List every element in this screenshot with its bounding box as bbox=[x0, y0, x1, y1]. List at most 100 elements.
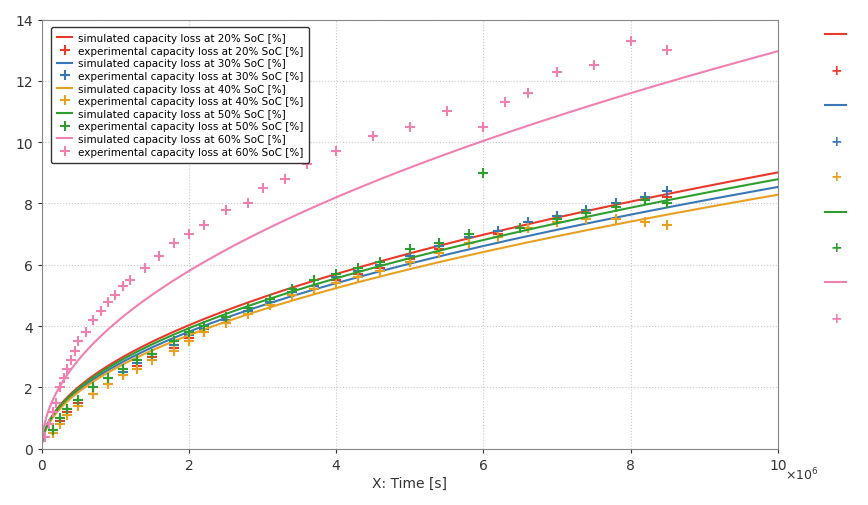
Text: +: + bbox=[830, 134, 842, 148]
experimental capacity loss at 30% SoC [%] bbox=[309, 284, 319, 290]
experimental capacity loss at 50% SoC [%] bbox=[515, 226, 525, 232]
experimental capacity loss at 40% SoC [%] bbox=[102, 382, 113, 388]
experimental capacity loss at 60% SoC [%] bbox=[102, 299, 113, 305]
experimental capacity loss at 20% SoC [%] bbox=[353, 272, 364, 278]
experimental capacity loss at 50% SoC [%] bbox=[55, 415, 65, 421]
simulated capacity loss at 50% SoC [%] bbox=[36, 443, 47, 449]
experimental capacity loss at 20% SoC [%] bbox=[662, 195, 673, 201]
experimental capacity loss at 40% SoC [%] bbox=[375, 268, 385, 274]
experimental capacity loss at 30% SoC [%] bbox=[331, 275, 341, 281]
experimental capacity loss at 20% SoC [%] bbox=[147, 354, 157, 360]
simulated capacity loss at 50% SoC [%] bbox=[375, 264, 385, 270]
experimental capacity loss at 60% SoC [%] bbox=[500, 100, 510, 106]
experimental capacity loss at 60% SoC [%] bbox=[48, 409, 58, 415]
experimental capacity loss at 60% SoC [%] bbox=[140, 265, 150, 271]
experimental capacity loss at 50% SoC [%] bbox=[265, 296, 275, 302]
experimental capacity loss at 20% SoC [%] bbox=[434, 247, 444, 253]
experimental capacity loss at 20% SoC [%] bbox=[88, 391, 98, 397]
experimental capacity loss at 20% SoC [%] bbox=[404, 256, 415, 262]
simulated capacity loss at 30% SoC [%] bbox=[752, 188, 762, 194]
experimental capacity loss at 50% SoC [%] bbox=[404, 247, 415, 253]
simulated capacity loss at 60% SoC [%] bbox=[394, 169, 404, 175]
simulated capacity loss at 50% SoC [%] bbox=[773, 177, 783, 183]
experimental capacity loss at 40% SoC [%] bbox=[199, 330, 209, 336]
Line: experimental capacity loss at 50% SoC [%]: experimental capacity loss at 50% SoC [%… bbox=[48, 169, 673, 435]
experimental capacity loss at 30% SoC [%] bbox=[242, 308, 253, 314]
experimental capacity loss at 60% SoC [%] bbox=[51, 400, 62, 406]
experimental capacity loss at 30% SoC [%] bbox=[434, 244, 444, 250]
experimental capacity loss at 60% SoC [%] bbox=[95, 308, 106, 314]
experimental capacity loss at 50% SoC [%] bbox=[552, 216, 562, 222]
experimental capacity loss at 50% SoC [%] bbox=[73, 397, 83, 403]
experimental capacity loss at 60% SoC [%] bbox=[404, 125, 415, 131]
experimental capacity loss at 60% SoC [%] bbox=[110, 293, 121, 299]
experimental capacity loss at 40% SoC [%] bbox=[404, 259, 415, 265]
experimental capacity loss at 30% SoC [%] bbox=[265, 299, 275, 305]
experimental capacity loss at 20% SoC [%] bbox=[523, 226, 533, 232]
experimental capacity loss at 30% SoC [%] bbox=[464, 235, 474, 241]
experimental capacity loss at 40% SoC [%] bbox=[662, 223, 673, 229]
experimental capacity loss at 50% SoC [%] bbox=[478, 171, 489, 177]
experimental capacity loss at 20% SoC [%] bbox=[493, 232, 503, 238]
experimental capacity loss at 60% SoC [%] bbox=[40, 434, 50, 440]
simulated capacity loss at 20% SoC [%] bbox=[36, 443, 47, 449]
simulated capacity loss at 20% SoC [%] bbox=[375, 259, 385, 265]
experimental capacity loss at 30% SoC [%] bbox=[611, 201, 621, 207]
experimental capacity loss at 40% SoC [%] bbox=[242, 311, 253, 317]
simulated capacity loss at 40% SoC [%] bbox=[36, 443, 47, 449]
simulated capacity loss at 30% SoC [%] bbox=[36, 443, 47, 449]
experimental capacity loss at 30% SoC [%] bbox=[169, 342, 180, 348]
experimental capacity loss at 50% SoC [%] bbox=[220, 314, 231, 320]
experimental capacity loss at 30% SoC [%] bbox=[48, 428, 58, 434]
Legend: simulated capacity loss at 20% SoC [%], experimental capacity loss at 20% SoC [%: simulated capacity loss at 20% SoC [%], … bbox=[50, 28, 309, 164]
experimental capacity loss at 40% SoC [%] bbox=[88, 391, 98, 397]
experimental capacity loss at 50% SoC [%] bbox=[184, 330, 194, 336]
experimental capacity loss at 30% SoC [%] bbox=[640, 195, 650, 201]
simulated capacity loss at 40% SoC [%] bbox=[74, 388, 84, 394]
experimental capacity loss at 60% SoC [%] bbox=[184, 232, 194, 238]
experimental capacity loss at 40% SoC [%] bbox=[552, 219, 562, 225]
experimental capacity loss at 60% SoC [%] bbox=[242, 201, 253, 207]
simulated capacity loss at 60% SoC [%] bbox=[36, 442, 47, 448]
experimental capacity loss at 60% SoC [%] bbox=[62, 366, 73, 372]
experimental capacity loss at 40% SoC [%] bbox=[147, 357, 157, 363]
experimental capacity loss at 20% SoC [%] bbox=[286, 293, 297, 299]
X-axis label: X: Time [s]: X: Time [s] bbox=[372, 476, 447, 490]
simulated capacity loss at 20% SoC [%] bbox=[394, 254, 404, 260]
experimental capacity loss at 20% SoC [%] bbox=[265, 302, 275, 308]
simulated capacity loss at 50% SoC [%] bbox=[394, 258, 404, 264]
experimental capacity loss at 30% SoC [%] bbox=[117, 369, 128, 375]
experimental capacity loss at 60% SoC [%] bbox=[125, 278, 135, 284]
experimental capacity loss at 60% SoC [%] bbox=[552, 70, 562, 76]
experimental capacity loss at 50% SoC [%] bbox=[611, 204, 621, 210]
simulated capacity loss at 30% SoC [%] bbox=[773, 185, 783, 191]
experimental capacity loss at 40% SoC [%] bbox=[493, 235, 503, 241]
experimental capacity loss at 20% SoC [%] bbox=[464, 241, 474, 247]
experimental capacity loss at 60% SoC [%] bbox=[368, 134, 378, 140]
experimental capacity loss at 30% SoC [%] bbox=[62, 406, 73, 412]
experimental capacity loss at 60% SoC [%] bbox=[58, 376, 69, 382]
experimental capacity loss at 50% SoC [%] bbox=[242, 305, 253, 311]
experimental capacity loss at 40% SoC [%] bbox=[331, 281, 341, 287]
experimental capacity loss at 30% SoC [%] bbox=[102, 376, 113, 382]
experimental capacity loss at 50% SoC [%] bbox=[662, 201, 673, 207]
simulated capacity loss at 20% SoC [%] bbox=[74, 383, 84, 389]
experimental capacity loss at 20% SoC [%] bbox=[242, 311, 253, 317]
simulated capacity loss at 60% SoC [%] bbox=[773, 49, 783, 55]
experimental capacity loss at 40% SoC [%] bbox=[62, 412, 73, 418]
experimental capacity loss at 50% SoC [%] bbox=[353, 265, 364, 271]
experimental capacity loss at 60% SoC [%] bbox=[66, 357, 76, 363]
experimental capacity loss at 60% SoC [%] bbox=[589, 63, 599, 69]
experimental capacity loss at 20% SoC [%] bbox=[169, 345, 180, 351]
experimental capacity loss at 50% SoC [%] bbox=[102, 376, 113, 382]
simulated capacity loss at 20% SoC [%] bbox=[751, 174, 761, 180]
experimental capacity loss at 20% SoC [%] bbox=[552, 216, 562, 222]
simulated capacity loss at 20% SoC [%] bbox=[773, 170, 783, 176]
experimental capacity loss at 60% SoC [%] bbox=[55, 385, 65, 391]
Text: $\times10^6$: $\times10^6$ bbox=[785, 466, 819, 482]
experimental capacity loss at 30% SoC [%] bbox=[375, 262, 385, 268]
experimental capacity loss at 40% SoC [%] bbox=[132, 366, 142, 372]
experimental capacity loss at 30% SoC [%] bbox=[286, 290, 297, 296]
experimental capacity loss at 50% SoC [%] bbox=[286, 287, 297, 293]
experimental capacity loss at 30% SoC [%] bbox=[184, 333, 194, 339]
